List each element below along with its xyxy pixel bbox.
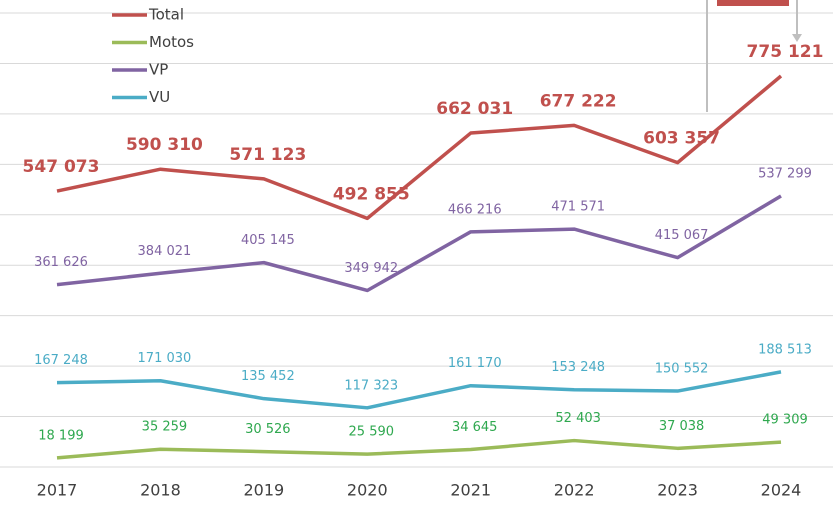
data-label: 150 552 [655,362,709,377]
data-label: 188 513 [758,342,812,357]
data-label: 415 067 [655,228,709,243]
data-label: 662 031 [436,99,513,119]
data-label: 466 216 [448,202,502,217]
legend-label: Motos [149,33,194,51]
data-label: 405 145 [241,233,295,248]
line-2 [56,194,782,293]
data-label: 117 323 [344,378,398,393]
data-label: 37 038 [659,419,705,434]
line-3 [56,370,782,410]
data-label: 52 403 [555,411,601,426]
data-label: 603 357 [643,129,720,149]
x-tick-label: 2018 [140,481,181,500]
legend-label: Total [148,6,184,24]
annotation-arrowhead [792,34,802,42]
x-tick-label: 2020 [347,481,388,500]
x-tick-label: 2021 [450,481,491,500]
data-label: 171 030 [138,351,192,366]
data-label: 571 123 [229,145,306,165]
x-tick-label: 2024 [761,481,802,500]
line-1 [56,438,782,460]
data-label: 384 021 [138,244,192,259]
data-label: 25 590 [349,425,395,440]
data-label: 547 073 [23,157,100,177]
data-label: 153 248 [551,360,605,375]
data-label: 49 309 [762,413,808,428]
data-label: 18 199 [38,428,84,443]
x-tick-label: 2019 [243,481,284,500]
data-label: 349 942 [344,261,398,276]
data-label: 471 571 [551,200,605,215]
data-label: 161 170 [448,356,502,371]
x-tick-label: 2022 [554,481,595,500]
data-label: 492 855 [333,184,410,204]
data-label: 30 526 [245,422,291,437]
data-label: 167 248 [34,353,88,368]
data-label: 135 452 [241,369,295,384]
data-label: 34 645 [452,420,498,435]
x-tick-label: 2017 [37,481,78,500]
annotation-box [717,0,789,6]
data-label: 35 259 [142,420,188,435]
legend-label: VU [149,88,170,106]
data-label: 590 310 [126,135,203,155]
data-label: 677 222 [540,91,617,111]
data-label: 361 626 [34,255,88,270]
data-label: 775 121 [747,42,824,62]
x-tick-label: 2023 [657,481,698,500]
legend-label: VP [149,61,168,79]
line-0 [56,74,783,221]
data-label: 537 299 [758,166,812,181]
